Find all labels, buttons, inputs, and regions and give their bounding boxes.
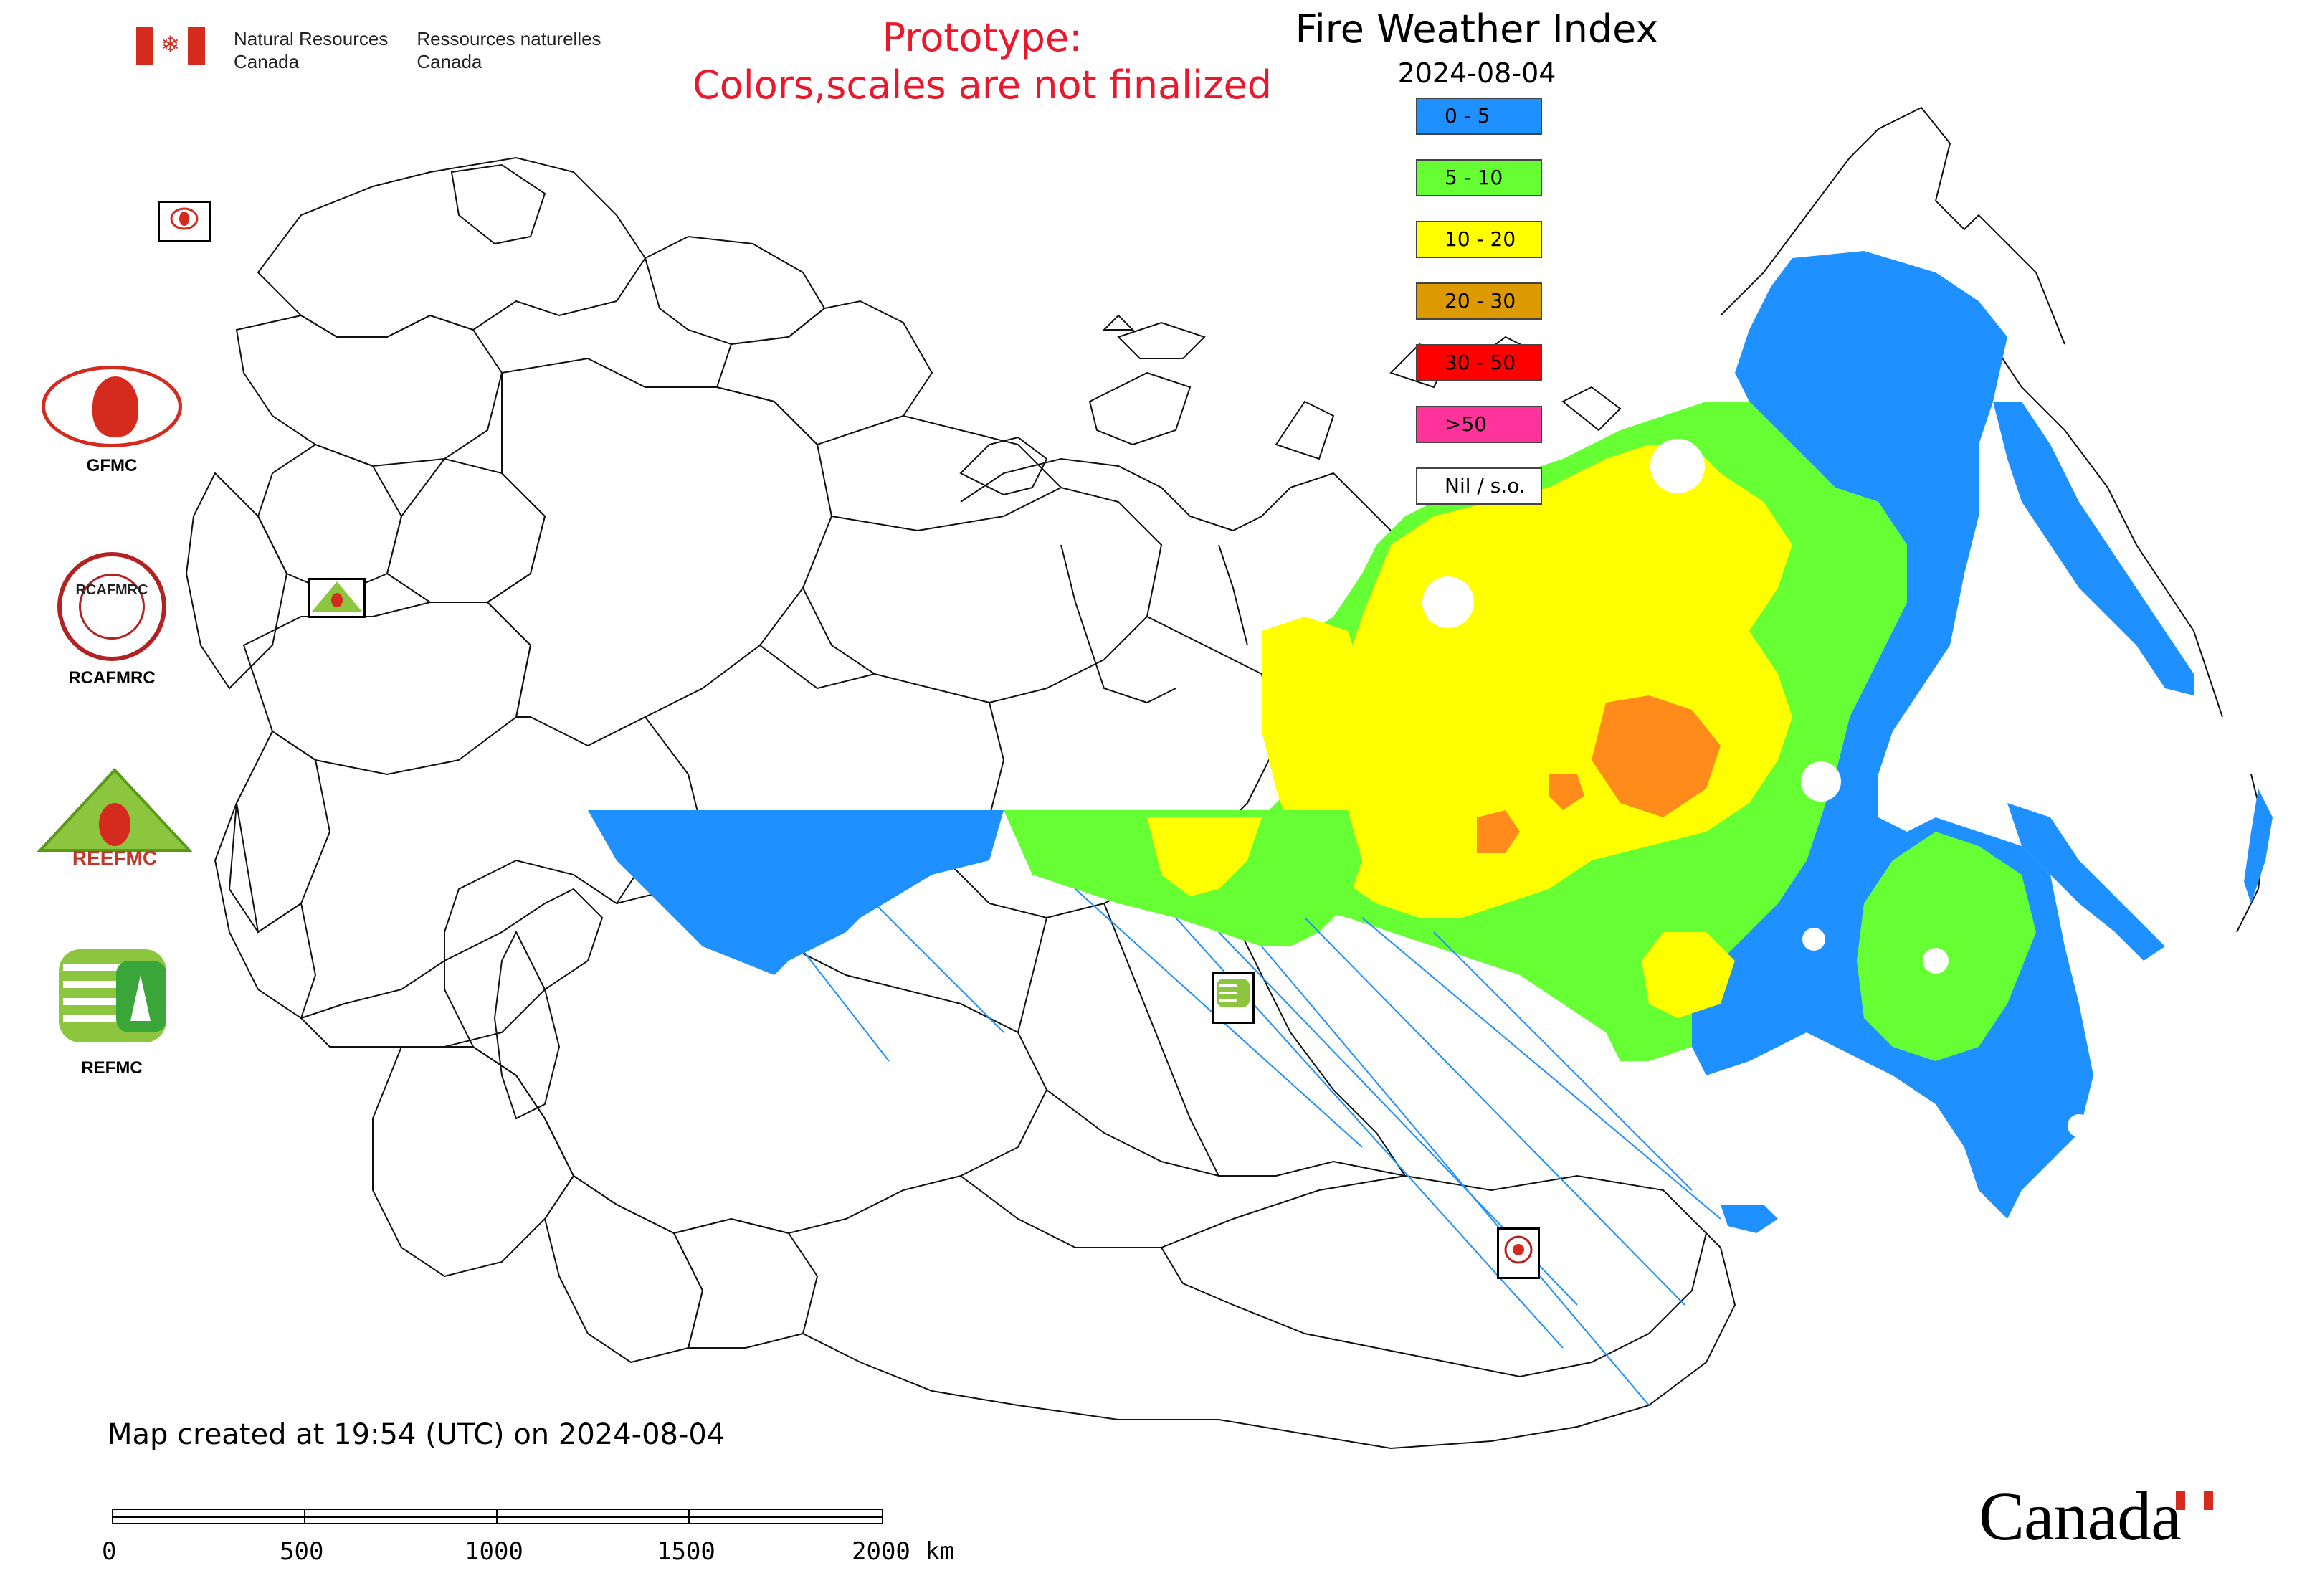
fwi-zone-blue-sakhalin bbox=[2007, 803, 2165, 961]
legend-label: >50 bbox=[1445, 412, 1488, 436]
legend-item-10-20: 10 - 20 bbox=[1416, 221, 1542, 258]
fwi-zone-blue-islands bbox=[2244, 789, 2273, 903]
department-fr-line2: Canada bbox=[417, 51, 482, 72]
legend-item-20-30: 20 - 30 bbox=[1416, 282, 1542, 320]
fwi-nil-hole-3 bbox=[1801, 761, 1841, 802]
refmc-map-marker bbox=[1212, 972, 1255, 1024]
scale-label-1500: 1500 bbox=[657, 1537, 715, 1566]
gfmc-map-marker bbox=[158, 201, 211, 242]
map-date: 2024-08-04 bbox=[1397, 57, 1556, 89]
fwi-zone-yellow-west bbox=[1262, 617, 1362, 846]
fwi-zone-orange-3 bbox=[1549, 774, 1584, 810]
scale-label-500: 500 bbox=[280, 1537, 324, 1566]
legend-item-30-50: 30 - 50 bbox=[1416, 344, 1542, 381]
rcafmrc-logo-text: RCAFMRC bbox=[75, 582, 148, 598]
refmc-logo bbox=[59, 946, 173, 1047]
canada-flag-icon: ❄ bbox=[136, 27, 205, 65]
department-name-fr: Ressources naturelles Canada bbox=[417, 27, 601, 73]
scale-label-0: 0 bbox=[102, 1537, 117, 1566]
legend-label: 0 - 5 bbox=[1445, 104, 1490, 128]
prototype-notice: Prototype: Colors,scales are not finaliz… bbox=[638, 14, 1326, 109]
scale-label-2000: 2000 km bbox=[852, 1537, 955, 1566]
legend-label: 5 - 10 bbox=[1445, 166, 1503, 189]
fwi-zone-blue-hokkaido-strip bbox=[1721, 1205, 1778, 1233]
legend-label: Nil / s.o. bbox=[1445, 474, 1526, 498]
scale-label-1000: 1000 bbox=[465, 1537, 523, 1566]
fwi-zone-yellow-south bbox=[1642, 932, 1735, 1018]
fwi-zone-orange-1 bbox=[1592, 695, 1721, 817]
fwi-streak-yellow bbox=[1147, 817, 1262, 896]
fwi-streak-blue bbox=[588, 810, 1004, 975]
gfmc-label: GFMC bbox=[86, 456, 138, 475]
fwi-nil-hole-4 bbox=[1923, 948, 1949, 974]
legend-item-0-5: 0 - 5 bbox=[1416, 98, 1542, 135]
map-created-note: Map created at 19:54 (UTC) on 2024-08-04 bbox=[108, 1418, 726, 1451]
canada-wordmark: Canada bbox=[1979, 1478, 2182, 1554]
department-en-line1: Natural Resources bbox=[234, 28, 389, 49]
nrcan-signature: ❄ Natural Resources Canada Ressources na… bbox=[136, 27, 601, 73]
legend-item-5-10: 5 - 10 bbox=[1416, 159, 1542, 196]
legend-label: 10 - 20 bbox=[1445, 227, 1516, 251]
gfmc-logo bbox=[42, 366, 182, 447]
fwi-zone-orange-2 bbox=[1477, 810, 1520, 853]
prototype-line2: Colors,scales are not finalized bbox=[693, 62, 1272, 108]
map-title: Fire Weather Index bbox=[1295, 6, 1659, 52]
refmc-label: REFMC bbox=[81, 1058, 143, 1078]
reefmc-logo: REEFMC bbox=[37, 767, 193, 869]
fwi-nil-hole-2 bbox=[1422, 576, 1474, 628]
legend-label: 20 - 30 bbox=[1445, 289, 1516, 313]
department-en-line2: Canada bbox=[234, 51, 300, 72]
reefmc-wordmark: REEFMC bbox=[72, 847, 157, 868]
fwi-nil-hole-6 bbox=[1802, 928, 1825, 951]
fwi-raster bbox=[588, 251, 2273, 1406]
legend-label: 30 - 50 bbox=[1445, 351, 1516, 374]
fwi-nil-hole-5 bbox=[2068, 1114, 2091, 1137]
fwi-zone-green-amur bbox=[1857, 832, 2036, 1061]
rcafmrc-logo: RCAFMRC bbox=[57, 552, 166, 661]
legend-item-nil: Nil / s.o. bbox=[1416, 467, 1542, 505]
rcafmrc-label: RCAFMRC bbox=[68, 668, 156, 688]
reefmc-map-marker bbox=[308, 578, 366, 618]
legend-item-gt-50: >50 bbox=[1416, 406, 1542, 443]
fwi-zone-blue-kamchatka bbox=[1993, 402, 2194, 695]
rcafmrc-map-marker bbox=[1497, 1227, 1540, 1279]
department-name-en: Natural Resources Canada bbox=[234, 27, 388, 73]
canada-wordmark-flag-icon bbox=[2176, 1491, 2213, 1510]
prototype-line1: Prototype: bbox=[882, 15, 1083, 60]
fwi-nil-hole-1 bbox=[1650, 439, 1705, 493]
department-fr-line1: Ressources naturelles bbox=[417, 28, 601, 49]
